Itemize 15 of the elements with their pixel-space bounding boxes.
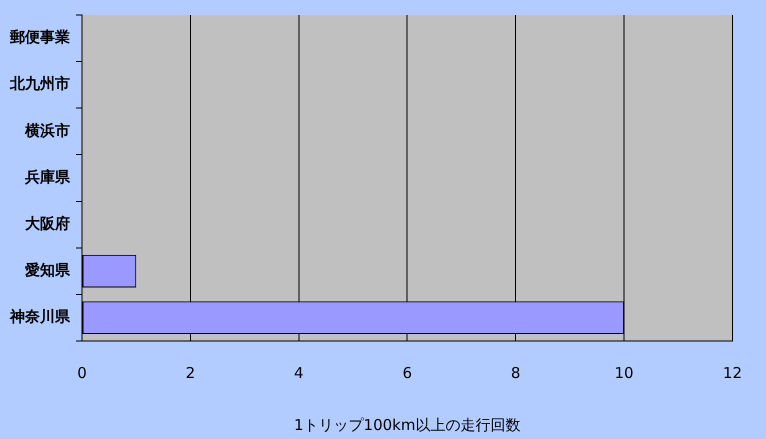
x-tick-label: 4 bbox=[294, 364, 304, 382]
x-tick-label: 2 bbox=[186, 364, 196, 382]
y-tick-label: 神奈川県 bbox=[9, 308, 71, 326]
y-tick-label: 横浜市 bbox=[24, 121, 70, 140]
y-tick-label: 兵庫県 bbox=[24, 168, 71, 186]
x-tick-label: 12 bbox=[722, 364, 742, 382]
y-tick-label: 北九州市 bbox=[9, 74, 70, 93]
y-tick-label: 大阪府 bbox=[25, 214, 70, 232]
y-tick-label: 愛知県 bbox=[25, 261, 71, 280]
x-tick-label: 0 bbox=[77, 364, 87, 382]
y-tick-label: 郵便事業 bbox=[9, 28, 70, 46]
x-axis-title: 1トリップ100km以上の走行回数 bbox=[294, 416, 520, 434]
x-tick-label: 6 bbox=[402, 364, 412, 382]
x-tick-label: 8 bbox=[510, 364, 520, 382]
x-tick-label: 10 bbox=[614, 364, 634, 382]
